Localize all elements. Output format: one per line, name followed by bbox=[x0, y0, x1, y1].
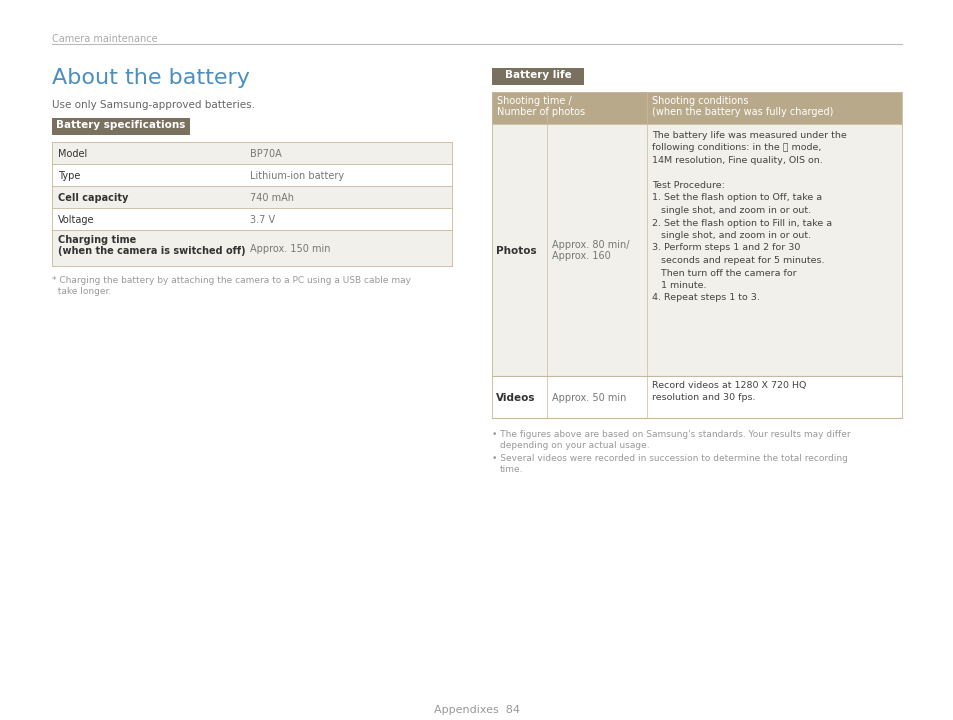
Text: 4. Repeat steps 1 to 3.: 4. Repeat steps 1 to 3. bbox=[651, 294, 760, 302]
Text: 1. Set the flash option to Off, take a: 1. Set the flash option to Off, take a bbox=[651, 194, 821, 202]
Text: * Charging the battery by attaching the camera to a PC using a USB cable may: * Charging the battery by attaching the … bbox=[52, 276, 411, 285]
Text: resolution and 30 fps.: resolution and 30 fps. bbox=[651, 393, 755, 402]
Bar bbox=[52, 186, 452, 208]
Text: Videos: Videos bbox=[496, 393, 535, 403]
Text: 14M resolution, Fine quality, OIS on.: 14M resolution, Fine quality, OIS on. bbox=[651, 156, 821, 165]
Text: Lithium-ion battery: Lithium-ion battery bbox=[250, 171, 344, 181]
Text: time.: time. bbox=[499, 465, 523, 474]
Text: Voltage: Voltage bbox=[58, 215, 94, 225]
Text: Battery specifications: Battery specifications bbox=[56, 120, 186, 130]
Text: Approx. 50 min: Approx. 50 min bbox=[552, 393, 626, 403]
Bar bbox=[52, 208, 452, 230]
Text: Type: Type bbox=[58, 171, 80, 181]
Text: Approx. 160: Approx. 160 bbox=[552, 251, 610, 261]
Text: 3. Perform steps 1 and 2 for 30: 3. Perform steps 1 and 2 for 30 bbox=[651, 243, 800, 253]
Text: seconds and repeat for 5 minutes.: seconds and repeat for 5 minutes. bbox=[651, 256, 823, 265]
Text: Approx. 150 min: Approx. 150 min bbox=[250, 244, 330, 254]
Text: Battery life: Battery life bbox=[504, 70, 571, 79]
Text: 2. Set the flash option to Fill in, take a: 2. Set the flash option to Fill in, take… bbox=[651, 218, 831, 228]
Text: depending on your actual usage.: depending on your actual usage. bbox=[499, 441, 649, 450]
Text: Test Procedure:: Test Procedure: bbox=[651, 181, 724, 190]
Text: single shot, and zoom in or out.: single shot, and zoom in or out. bbox=[651, 206, 810, 215]
Text: 1 minute.: 1 minute. bbox=[651, 281, 706, 290]
Text: Camera maintenance: Camera maintenance bbox=[52, 34, 157, 44]
Text: Approx. 80 min/: Approx. 80 min/ bbox=[552, 240, 629, 250]
Text: (when the camera is switched off): (when the camera is switched off) bbox=[58, 246, 245, 256]
Text: 740 mAh: 740 mAh bbox=[250, 193, 294, 203]
Text: take longer.: take longer. bbox=[52, 287, 112, 296]
Bar bbox=[52, 164, 452, 186]
Text: BP70A: BP70A bbox=[250, 149, 281, 159]
Text: 3.7 V: 3.7 V bbox=[250, 215, 274, 225]
Text: Model: Model bbox=[58, 149, 87, 159]
Bar bbox=[52, 230, 452, 266]
Text: Then turn off the camera for: Then turn off the camera for bbox=[651, 269, 796, 277]
Text: • Several videos were recorded in succession to determine the total recording: • Several videos were recorded in succes… bbox=[492, 454, 847, 463]
Text: The battery life was measured under the: The battery life was measured under the bbox=[651, 131, 846, 140]
Text: Number of photos: Number of photos bbox=[497, 107, 584, 117]
Bar bbox=[492, 68, 583, 85]
Text: • The figures above are based on Samsung's standards. Your results may differ: • The figures above are based on Samsung… bbox=[492, 430, 850, 439]
Text: Shooting conditions: Shooting conditions bbox=[651, 96, 748, 106]
Text: Cell capacity: Cell capacity bbox=[58, 193, 129, 203]
Text: Shooting time /: Shooting time / bbox=[497, 96, 571, 106]
Text: (when the battery was fully charged): (when the battery was fully charged) bbox=[651, 107, 833, 117]
Text: Use only Samsung-approved batteries.: Use only Samsung-approved batteries. bbox=[52, 100, 254, 110]
Bar bbox=[52, 142, 452, 164]
Text: following conditions: in the Ⓟ mode,: following conditions: in the Ⓟ mode, bbox=[651, 143, 821, 153]
Text: Appendixes  84: Appendixes 84 bbox=[434, 705, 519, 715]
Bar bbox=[492, 376, 901, 418]
Bar bbox=[492, 124, 901, 376]
Text: Photos: Photos bbox=[496, 246, 536, 256]
Bar bbox=[52, 118, 190, 135]
Text: About the battery: About the battery bbox=[52, 68, 250, 88]
Bar bbox=[492, 92, 901, 124]
Text: single shot, and zoom in or out.: single shot, and zoom in or out. bbox=[651, 231, 810, 240]
Text: Record videos at 1280 X 720 HQ: Record videos at 1280 X 720 HQ bbox=[651, 381, 805, 390]
Text: Charging time: Charging time bbox=[58, 235, 136, 245]
